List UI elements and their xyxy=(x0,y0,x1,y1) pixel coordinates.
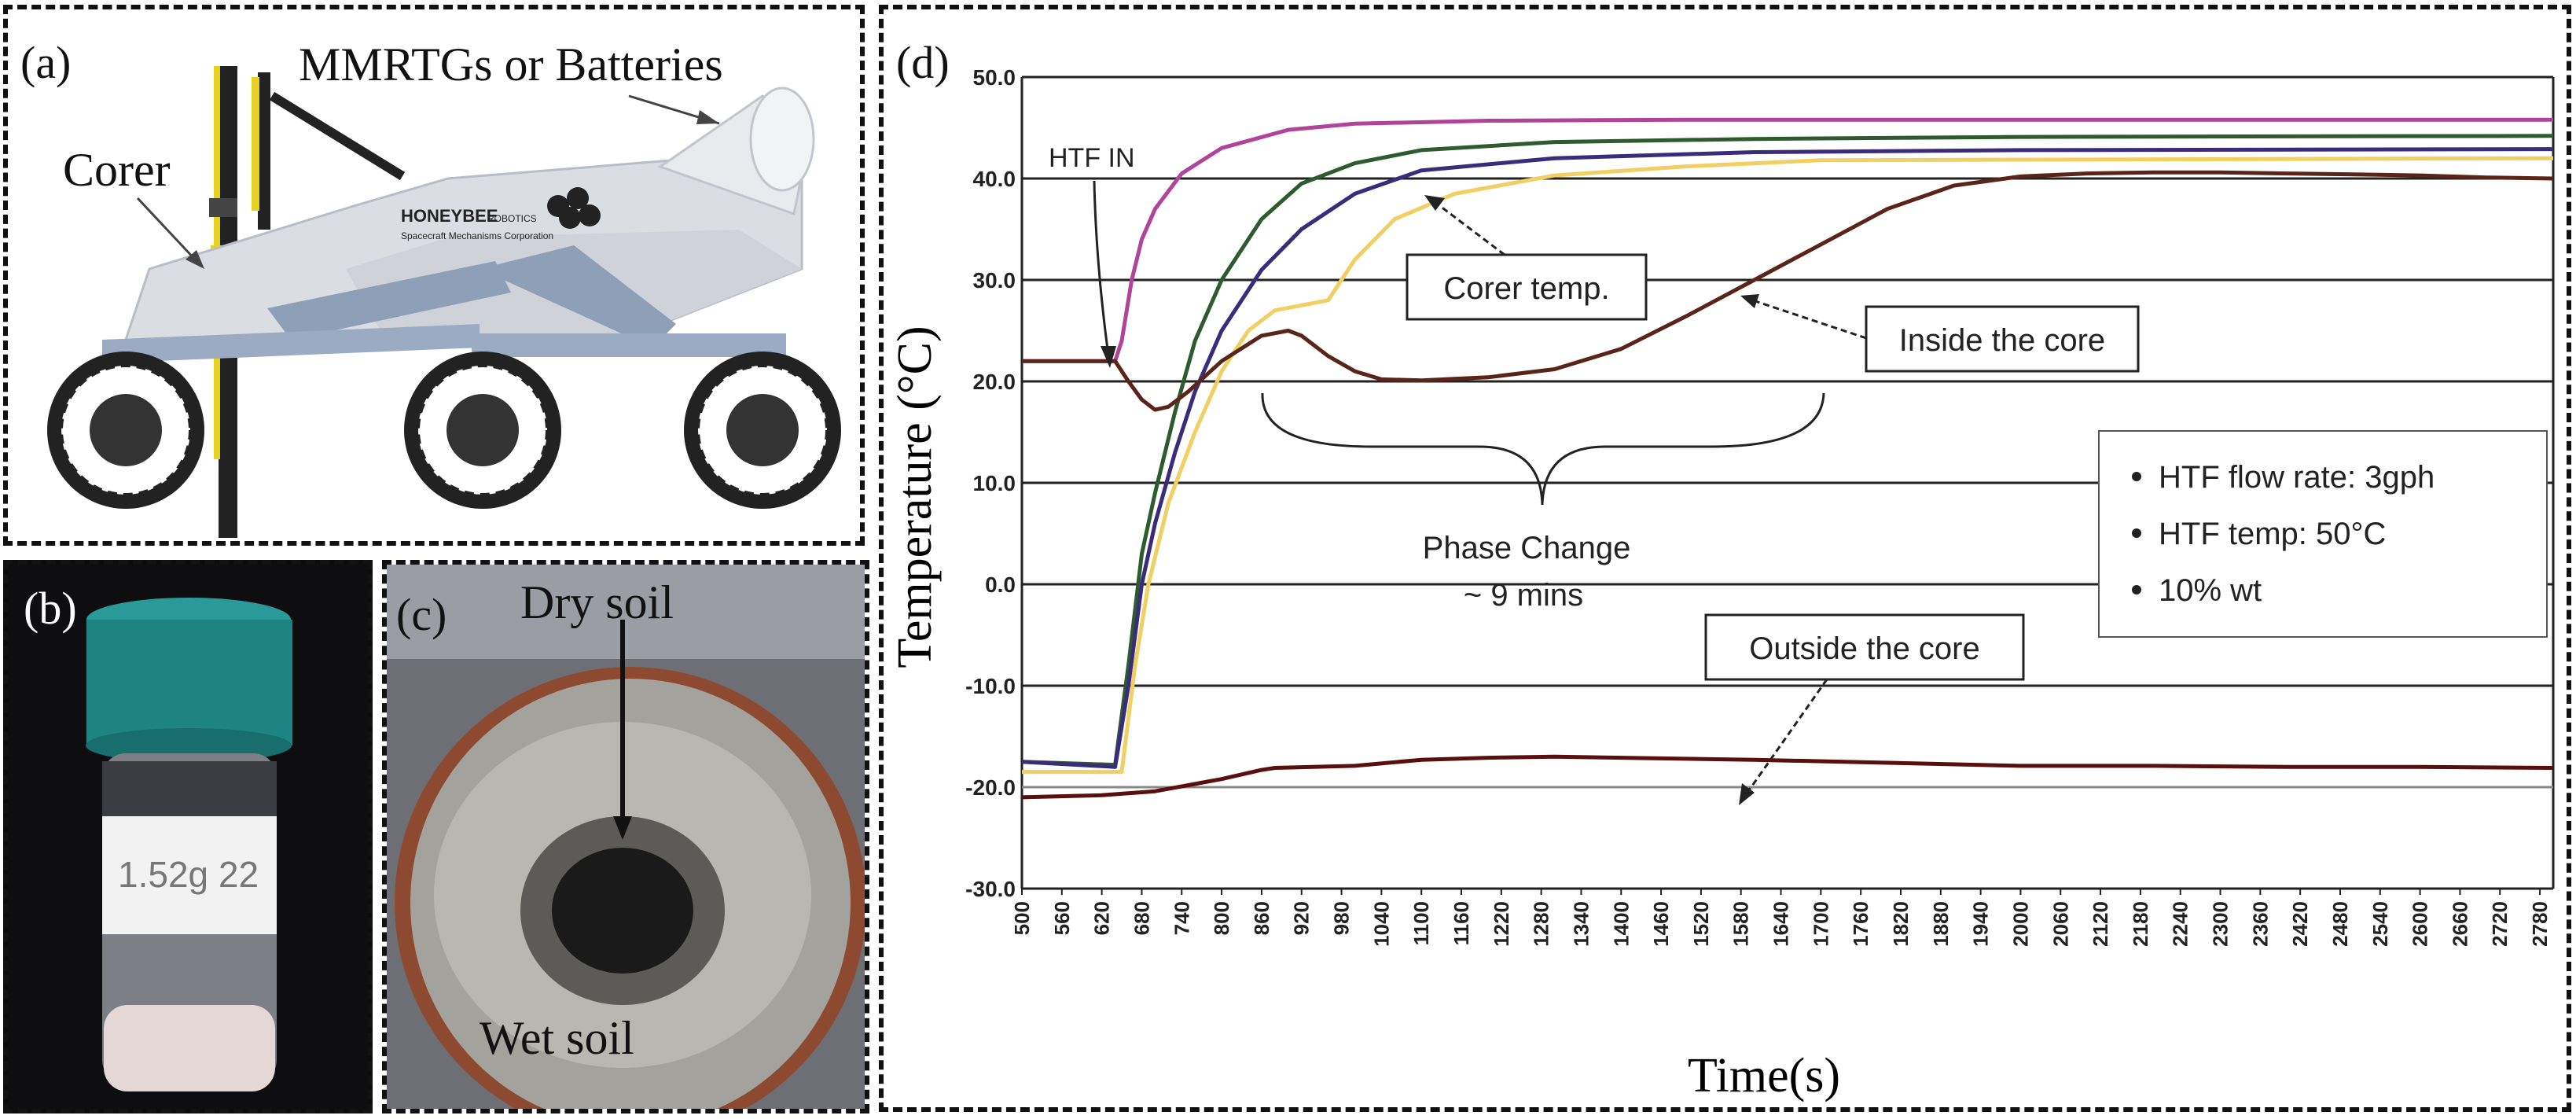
panel-c: (c) Dry soil Wet soil xyxy=(382,560,869,1113)
x-tick-label: 980 xyxy=(1330,901,1354,935)
x-tick-label: 2540 xyxy=(2368,901,2392,947)
annotation-wet-soil: Wet soil xyxy=(480,1012,634,1064)
rover-illustration: HONEYBEE ROBOTICS Spacecraft Mechanisms … xyxy=(47,66,841,538)
x-tick-label: 680 xyxy=(1130,901,1153,935)
legend-item-3: 10% wt xyxy=(2159,573,2262,608)
x-tick-label: 1460 xyxy=(1649,901,1673,947)
annotation-mmrtg: MMRTGs or Batteries xyxy=(299,39,723,90)
legend-item-1: HTF flow rate: 3gph xyxy=(2159,460,2435,495)
x-tick-label: 1700 xyxy=(1809,901,1832,947)
x-tick-label: 1100 xyxy=(1409,901,1433,945)
x-tick-label: 1820 xyxy=(1889,901,1913,947)
panel-d-label: (d) xyxy=(896,37,950,88)
x-tick-label: 2300 xyxy=(2209,901,2232,947)
annotation-dry-soil: Dry soil xyxy=(520,576,674,628)
annotation-inside-core: Inside the core xyxy=(1899,323,2105,358)
inside-core-box xyxy=(1865,305,2140,373)
x-tick-label: 1400 xyxy=(1609,901,1633,947)
outside-core-arrow xyxy=(1744,679,1828,797)
x-tick-label: 2480 xyxy=(2328,901,2352,947)
y-tick-label: -30.0 xyxy=(965,877,1016,901)
x-tick-label: 620 xyxy=(1090,901,1114,935)
x-tick-label: 2120 xyxy=(2089,901,2112,947)
x-tick-label: 1760 xyxy=(1849,901,1872,947)
y-tick-label: 10.0 xyxy=(973,471,1016,495)
y-tick-label: 20.0 xyxy=(973,370,1016,394)
x-tick-label: 2000 xyxy=(2008,901,2032,947)
x-tick-label: 2600 xyxy=(2409,901,2432,947)
series-line-4 xyxy=(1022,156,2554,775)
x-tick-label: 500 xyxy=(1010,901,1034,935)
x-tick-label: 1160 xyxy=(1450,901,1473,945)
legend-bullet-2 xyxy=(2132,528,2141,538)
annotation-htf-in: HTF IN xyxy=(1049,143,1135,173)
panel-b-label: (b) xyxy=(24,583,77,634)
logo-sub: ROBOTICS xyxy=(487,213,537,224)
series-line-1 xyxy=(1022,117,2553,363)
vial-label-text: 1.52g 22 xyxy=(118,854,259,895)
x-tick-label: 1640 xyxy=(1769,901,1793,947)
x-tick-label: 920 xyxy=(1290,901,1314,935)
x-tick-label: 1880 xyxy=(1929,901,1953,947)
x-tick-label: 2180 xyxy=(2129,901,2152,947)
legend-item-2: HTF temp: 50°C xyxy=(2159,517,2386,551)
x-tick-label: 800 xyxy=(1210,901,1233,935)
soil-photo xyxy=(387,565,865,1109)
inside-core-arrow xyxy=(1747,297,1867,340)
x-tick-label: 2240 xyxy=(2169,901,2192,947)
x-tick-label: 1520 xyxy=(1689,901,1713,947)
y-tick-label: -20.0 xyxy=(965,775,1016,800)
x-tick-label: 2780 xyxy=(2528,901,2552,947)
x-tick-label: 560 xyxy=(1050,901,1074,935)
annotation-corer: Corer xyxy=(63,144,171,196)
x-tick-label: 1580 xyxy=(1729,901,1753,947)
outside-core-box xyxy=(1704,613,2025,681)
phase-change-brace xyxy=(1261,392,1825,506)
x-tick-label: 860 xyxy=(1250,901,1273,935)
y-tick-label: 0.0 xyxy=(985,572,1016,597)
legend-bullet-1 xyxy=(2132,472,2141,481)
y-axis-label: Temperature (°C) xyxy=(888,326,942,668)
x-tick-label: 1040 xyxy=(1369,901,1393,947)
logo-line2: Spacecraft Mechanisms Corporation xyxy=(401,230,553,241)
x-tick-label: 740 xyxy=(1170,901,1193,935)
series-line-3 xyxy=(1021,147,2554,769)
vial-photo: 1.52g 22 xyxy=(8,565,368,1109)
x-tick-label: 2360 xyxy=(2248,901,2272,947)
series-line-5 xyxy=(1022,170,2554,412)
corer-temp-box xyxy=(1406,253,1648,321)
corer-temp-arrow xyxy=(1433,200,1505,256)
htf-in-arrowhead xyxy=(1101,346,1116,368)
logo-brand: HONEYBEE xyxy=(401,206,498,226)
panel-b: 1.52g 22 (b) xyxy=(3,560,373,1113)
y-tick-label: -10.0 xyxy=(965,674,1016,698)
y-tick-label: 50.0 xyxy=(973,65,1016,90)
x-tick-label: 2420 xyxy=(2288,901,2312,947)
temperature-chart: 50.0 40.0 30.0 20.0 10.0 0.0 -10.0 -20.0 -30.0 5… xyxy=(888,65,2555,1102)
x-tick-label: 2060 xyxy=(2049,901,2072,947)
x-tick-label: 1340 xyxy=(1569,901,1593,947)
annotation-phase-change: Phase Change xyxy=(1423,531,1631,565)
panel-a-label: (a) xyxy=(20,37,72,88)
x-tick-label: 2660 xyxy=(2448,901,2471,947)
y-tick-label: 40.0 xyxy=(973,167,1016,191)
x-tick-label: 1280 xyxy=(1530,901,1553,947)
panel-d: (d) 50.0 40.0 30.0 20.0 10.0 0.0 -10.0 -20.0 -30… xyxy=(879,5,2571,1112)
annotation-outside-core: Outside the core xyxy=(1749,631,1980,666)
annotation-9-mins: ~ 9 mins xyxy=(1464,578,1583,613)
panel-a: (a) xyxy=(3,5,865,546)
x-tick-label: 2720 xyxy=(2488,901,2512,947)
htf-in-arrow xyxy=(1093,180,1110,356)
y-tick-label: 30.0 xyxy=(973,268,1016,293)
legend-bullet-3 xyxy=(2132,585,2141,594)
x-tick-label: 1940 xyxy=(1969,901,1993,947)
series-line-2 xyxy=(1021,134,2554,767)
x-axis-label: Time(s) xyxy=(1688,1049,1840,1102)
series-line-6 xyxy=(1021,754,2554,800)
legend-box xyxy=(2098,430,2548,638)
x-tick-label: 1220 xyxy=(1490,901,1513,947)
panel-c-label: (c) xyxy=(396,589,447,640)
annotation-corer-temp: Corer temp. xyxy=(1443,271,1609,306)
